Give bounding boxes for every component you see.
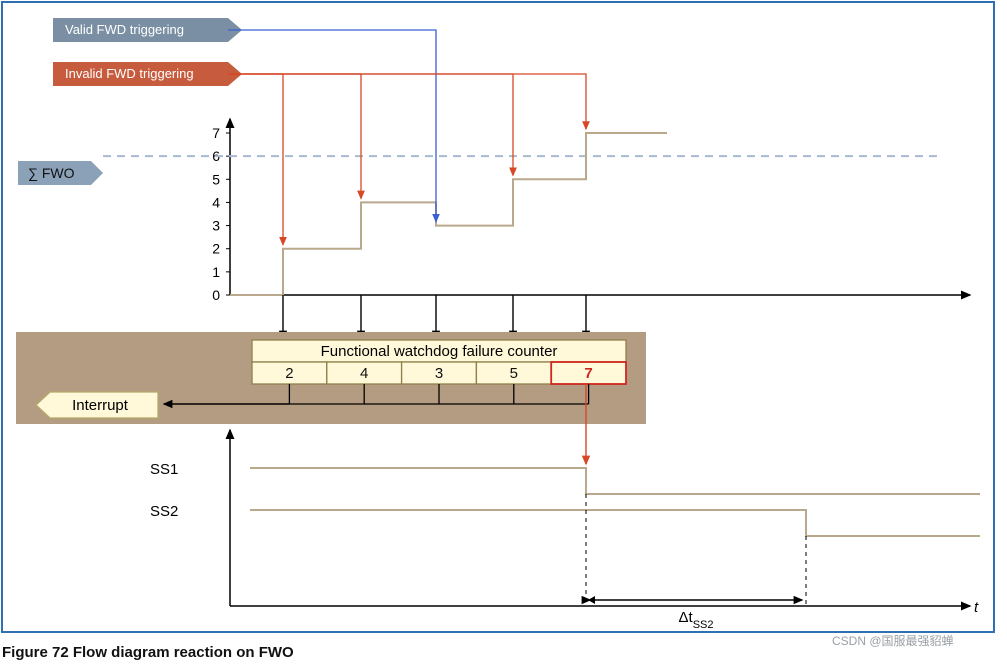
sum-fwo-label: ∑ FWO [28, 165, 75, 181]
ytick-label-3: 3 [212, 218, 220, 234]
figure-frame [2, 2, 994, 632]
counter-cell-value-4: 7 [584, 365, 592, 382]
ytick-label-5: 5 [212, 171, 220, 187]
counter-cell-value-2: 3 [435, 365, 443, 382]
valid-trigger-tag-label: Valid FWD triggering [65, 22, 184, 37]
interrupt-tag: Interrupt [36, 392, 158, 418]
counter-cell-value-3: 5 [510, 365, 518, 382]
ytick-label-0: 0 [212, 287, 220, 303]
counter-cell-value-1: 4 [360, 365, 368, 382]
figure-caption: Figure 72 Flow diagram reaction on FWO [2, 644, 294, 661]
sum-fwo-tag: ∑ FWO [18, 161, 103, 185]
ss1-label: SS1 [150, 461, 178, 478]
counter-cell-value-0: 2 [285, 365, 293, 382]
ytick-label-1: 1 [212, 264, 220, 280]
watermark: CSDN @国服最强貂蝉 [832, 632, 954, 649]
interrupt-label: Interrupt [72, 397, 129, 414]
valid-trigger-tag: Valid FWD triggering [53, 18, 242, 42]
invalid-trigger-tag: Invalid FWD triggering [53, 62, 242, 86]
ytick-label-7: 7 [212, 125, 220, 141]
ss2-label: SS2 [150, 503, 178, 520]
ytick-label-2: 2 [212, 241, 220, 257]
ytick-label-4: 4 [212, 194, 220, 210]
invalid-trigger-tag-label: Invalid FWD triggering [65, 66, 194, 81]
counter-title: Functional watchdog failure counter [321, 343, 558, 360]
